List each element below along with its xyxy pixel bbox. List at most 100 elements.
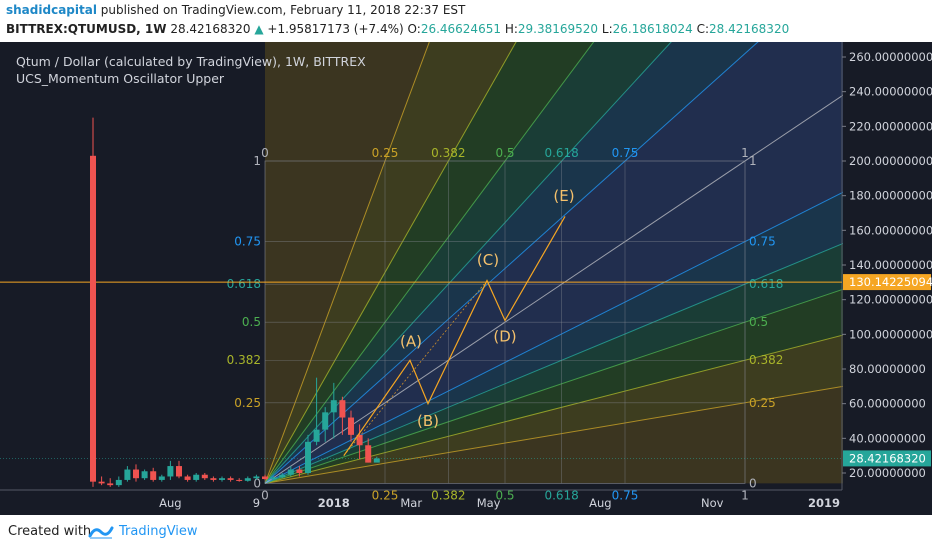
y-axis-tick-label: 140.00000000 [849,258,932,272]
close-label: C: [696,22,710,36]
low-value: 26.18618024 [612,22,693,36]
candle-body [210,478,217,480]
candle-body [373,458,380,463]
up-arrow-icon: ▲ [254,22,264,36]
high-value: 29.38169520 [517,22,599,36]
chart-area[interactable]: 0 0.25 0.382 0.5 0.618 0.75 1 1 1 0.75 0.75 0.618 0.… [0,42,932,515]
current-price-badge [843,450,931,467]
y-axis-tick-label: 240.00000000 [849,85,932,99]
gann-level-label: 1 [741,146,749,160]
gann-level-label: 0.25 [234,396,261,410]
gann-level-label: 0.382 [431,146,465,160]
x-axis-tick-label: Aug [589,496,611,510]
gann-level-label: 0 [261,146,269,160]
gann-level-label: 0.25 [749,396,776,410]
candle-body [184,476,191,480]
horizontal-line-badge [843,274,931,291]
candle-body [90,155,96,482]
x-axis-tick-label: Nov [701,496,724,510]
author-link[interactable]: shadidcapital [6,3,97,17]
candle-body [270,477,277,480]
candle-body [253,476,260,479]
chart-header: shadidcapital published on TradingView.c… [0,0,932,42]
gann-level-label: 0.75 [749,235,776,249]
y-axis-tick-label: 100.00000000 [849,327,932,341]
gann-level-label: 0.382 [227,353,261,367]
candle-body [236,479,243,481]
time-axis-mask [0,491,842,515]
candle-body [176,466,182,477]
gann-level-label: 0.5 [749,315,768,329]
gann-level-label: 0.75 [234,235,261,249]
gann-level-label: 0 [261,488,269,502]
candle-body [313,429,320,442]
x-axis-tick-label: Mar [400,496,422,510]
gann-level-label: 0.382 [431,488,465,502]
candle-body [296,469,303,473]
indicator-label[interactable]: UCS_Momentum Oscillator Upper [16,71,225,86]
candle-body [133,469,139,479]
y-axis-tick-label: 260.00000000 [849,50,932,64]
gann-level-label: 0 [253,476,261,490]
current-price-value: 28.42168320 [849,451,926,465]
candle-body [201,474,208,479]
candle-body [124,469,131,480]
gann-level-label: 0.618 [544,488,578,502]
candle-body [158,476,165,480]
x-axis-tick-label: 2019 [808,496,840,510]
candle-body [365,445,372,463]
candle-body [227,478,234,480]
gann-level-label: 0.5 [242,315,261,329]
price-chart[interactable]: 0 0.25 0.382 0.5 0.618 0.75 11 10.75 0.750.618 0.… [0,42,932,515]
candle-body [356,434,363,446]
wave-label: (A) [400,332,422,350]
y-axis-tick-label: 80.00000000 [849,362,926,376]
y-axis-tick-label: 60.00000000 [849,397,926,411]
y-axis-tick-label: 160.00000000 [849,223,932,237]
tradingview-brand-link[interactable]: TradingView [119,524,198,539]
gann-level-label: 0.5 [495,488,514,502]
wave-label: (E) [553,187,574,205]
gann-level-label: 0.618 [227,277,261,291]
gann-level-label: 0.382 [749,353,783,367]
candle-body [339,400,346,418]
gann-level-label: 1 [741,488,749,502]
x-axis-tick-label: May [477,496,501,510]
y-axis-tick-label: 200.00000000 [849,154,932,168]
chart-title: Qtum / Dollar (calculated by TradingView… [16,54,366,69]
tradingview-logo-icon[interactable] [88,524,114,540]
y-axis-tick-label: 180.00000000 [849,189,932,203]
gann-level-label: 0.618 [749,277,783,291]
y-axis-tick-label: 40.00000000 [849,431,926,445]
candle-body [167,466,174,477]
x-axis-tick-label: Aug [159,496,181,510]
last-price: 28.42168320 [170,22,251,36]
candle-body [305,441,311,473]
gann-level-label: 0 [749,476,757,490]
horizontal-line-value: 130.14225094 [849,275,932,289]
candle-body [107,483,114,486]
candle-body [244,478,251,481]
gann-level-label: 0.5 [495,146,514,160]
high-label: H: [504,22,518,36]
candle-body [348,417,354,435]
created-with-label: Created with [8,524,92,539]
candle-body [279,474,286,478]
candle-body [150,471,157,480]
elliott-wave-path [343,216,566,457]
candle-body [115,479,122,486]
price-change: +1.95817173 (+7.4%) [267,22,404,36]
gann-level-label: 0.75 [612,146,639,160]
candle-body [287,469,294,475]
wave-label: (B) [417,412,439,430]
candle-body [98,481,105,484]
gann-level-label: 0.25 [372,488,399,502]
wave-channel-line [343,280,488,456]
symbol-label: BITTREX:QTUMUSD, 1W [6,22,167,36]
open-value: 26.46624651 [420,22,501,36]
gann-level-label: 0.618 [544,146,578,160]
y-axis-tick-label: 120.00000000 [849,293,932,307]
candle-body [141,471,148,479]
wave-label: (D) [493,327,516,345]
close-value: 28.42168320 [709,22,790,36]
